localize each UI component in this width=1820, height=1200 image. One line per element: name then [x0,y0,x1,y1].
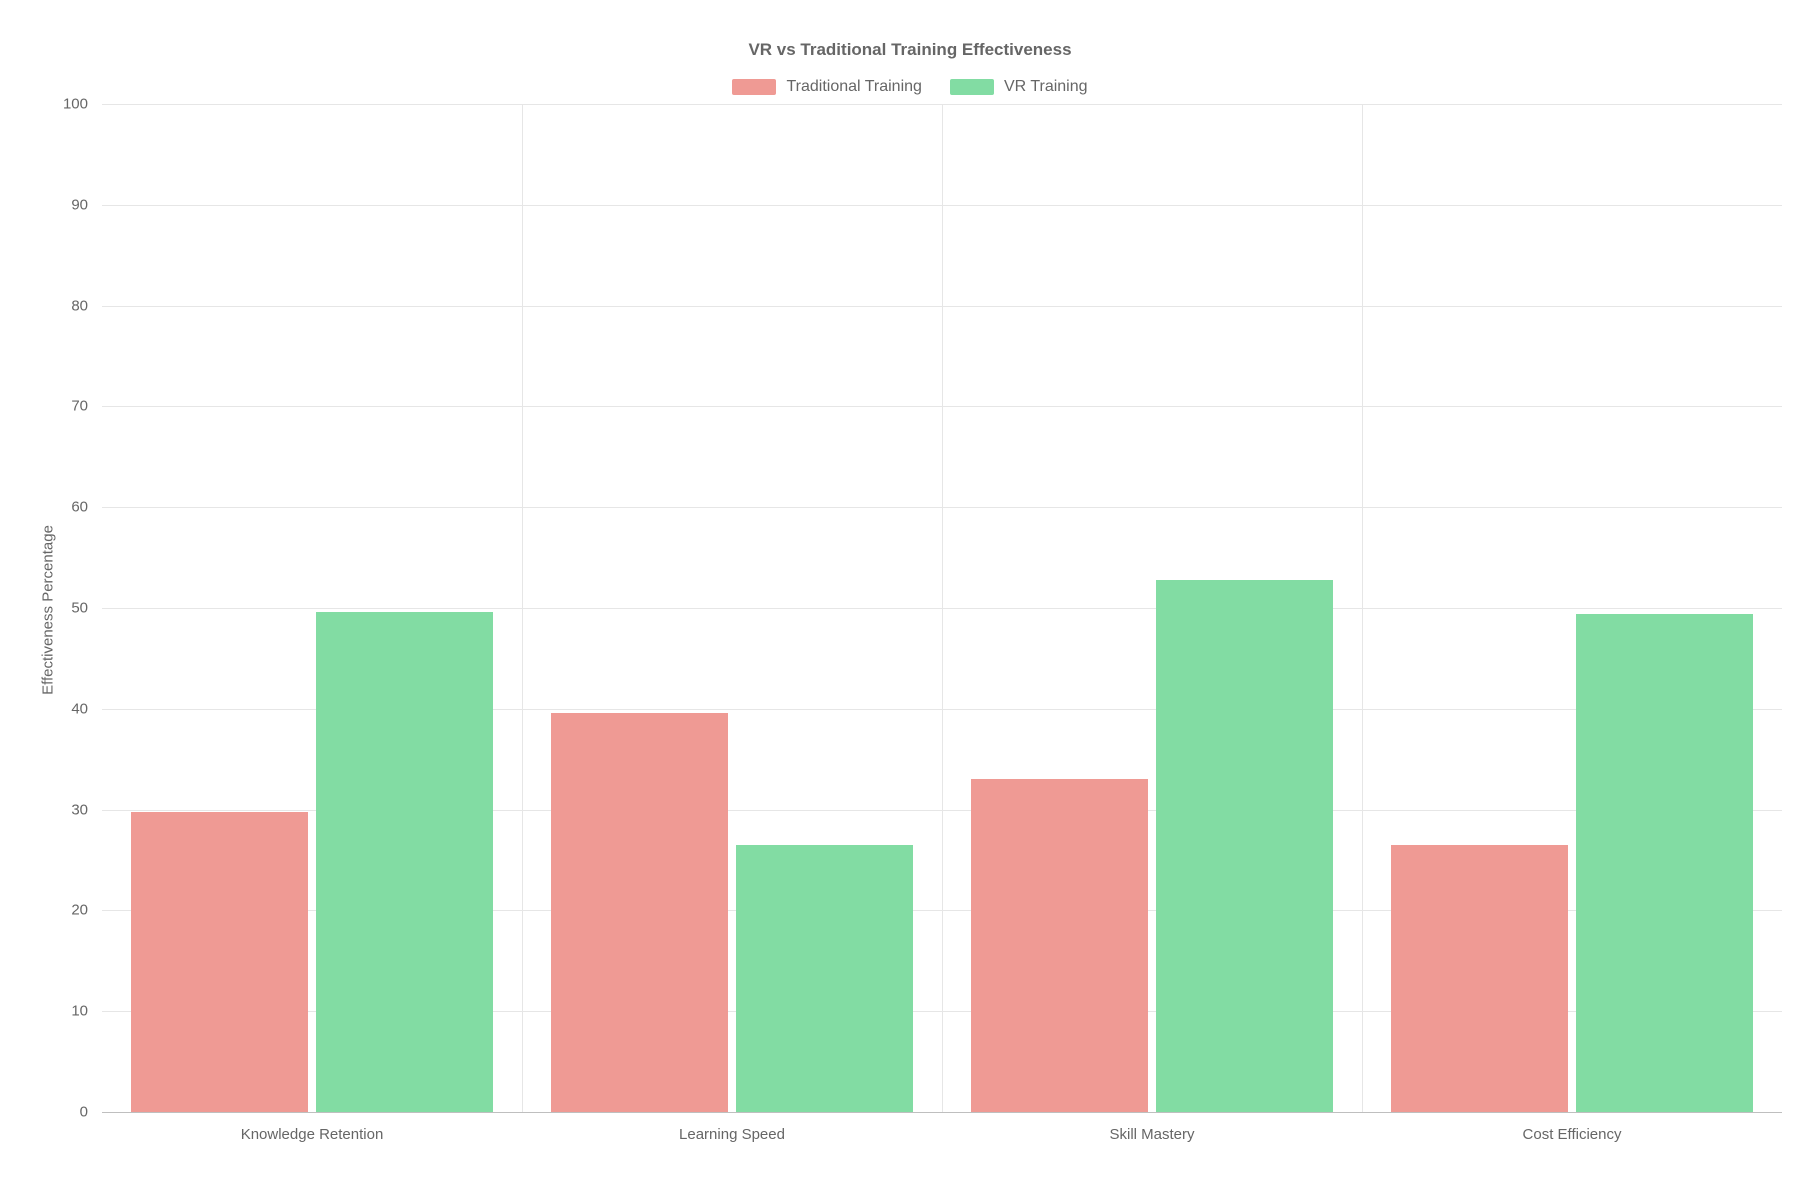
y-tick-label: 40 [71,700,102,717]
legend-swatch-traditional [732,79,776,95]
y-tick-label: 100 [63,96,102,113]
y-axis-label: Effectiveness Percentage [40,525,57,695]
y-tick-label: 90 [71,196,102,213]
bar-vr [736,845,912,1112]
bar-traditional [1391,845,1567,1112]
bar-vr [1156,580,1332,1112]
bar-traditional [131,812,307,1112]
vertical-gridline [1362,104,1363,1112]
bar-vr [316,612,492,1112]
legend-item-traditional: Traditional Training [732,78,921,96]
y-tick-label: 80 [71,297,102,314]
vertical-gridline [522,104,523,1112]
bar-vr [1576,614,1752,1112]
bar-traditional [971,779,1147,1112]
y-tick-label: 70 [71,398,102,415]
y-tick-label: 10 [71,1003,102,1020]
x-tick-label: Skill Mastery [1109,1112,1194,1143]
y-tick-label: 50 [71,600,102,617]
chart-title: VR vs Traditional Training Effectiveness [0,40,1820,60]
vertical-gridline [942,104,943,1112]
chart-container: VR vs Traditional Training Effectiveness… [0,0,1820,1200]
x-tick-label: Learning Speed [679,1112,785,1143]
y-tick-label: 30 [71,801,102,818]
y-tick-label: 20 [71,902,102,919]
x-tick-label: Knowledge Retention [241,1112,384,1143]
plot-area: 0102030405060708090100Knowledge Retentio… [102,104,1782,1112]
y-tick-label: 0 [80,1104,102,1121]
chart-legend: Traditional Training VR Training [0,78,1820,96]
legend-swatch-vr [950,79,994,95]
legend-label-traditional: Traditional Training [786,78,921,96]
x-tick-label: Cost Efficiency [1523,1112,1622,1143]
bar-traditional [551,713,727,1112]
legend-item-vr: VR Training [950,78,1088,96]
legend-label-vr: VR Training [1004,78,1088,96]
y-tick-label: 60 [71,499,102,516]
